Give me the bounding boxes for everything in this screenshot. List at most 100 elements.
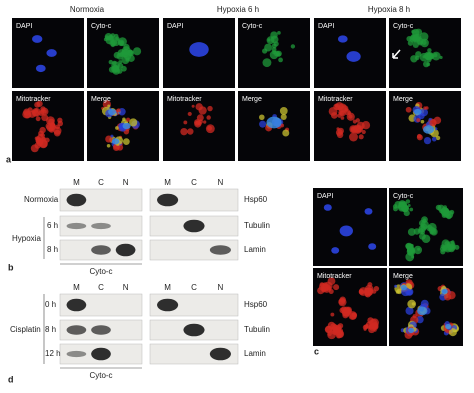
nucleus [445, 323, 452, 330]
band [66, 325, 87, 335]
stain-spot [446, 243, 452, 249]
channel-label: Cyto-c [91, 23, 112, 30]
blot [149, 239, 239, 261]
stain-spot [420, 229, 425, 235]
condition-label: Cisplatin [10, 325, 41, 334]
stain-spot [356, 121, 365, 130]
blot-label: Cyto-c [89, 371, 112, 380]
stain-spot [132, 47, 142, 56]
stain-spot [180, 127, 188, 136]
band [91, 325, 111, 335]
band [66, 193, 87, 207]
nucleus [423, 125, 435, 134]
nucleus [368, 243, 377, 250]
time-label: 6 h [47, 221, 58, 230]
stain-spot [373, 285, 380, 292]
stain-spot [46, 116, 55, 126]
lane-label: C [191, 178, 197, 187]
band [183, 219, 205, 233]
nucleus [46, 49, 57, 57]
stain-spot [262, 58, 272, 68]
lane-label: M [73, 178, 80, 187]
stain-spot [368, 292, 372, 296]
stain-spot [122, 138, 130, 145]
nucleus [414, 109, 422, 115]
stain-spot [105, 135, 113, 143]
lane-label: N [218, 283, 224, 292]
stain-spot [393, 206, 399, 212]
band [157, 298, 179, 312]
stain-spot [108, 59, 113, 65]
nucleus [417, 306, 428, 316]
stain-spot [412, 34, 419, 41]
stain-spot [361, 129, 366, 135]
condition-label: Hypoxia [12, 234, 41, 243]
stain-spot [205, 124, 215, 134]
stain-spot [113, 51, 121, 59]
time-label: 8 h [47, 245, 58, 254]
stain-spot [109, 35, 114, 41]
band [183, 323, 205, 337]
stain-spot [367, 317, 374, 324]
channel-label: Merge [393, 96, 413, 103]
stain-spot [191, 104, 195, 108]
stain-spot [414, 55, 420, 61]
stain-spot [340, 116, 345, 120]
stain-spot [115, 126, 119, 130]
stain-spot [406, 36, 412, 42]
stain-spot [365, 325, 369, 329]
band [209, 245, 231, 255]
stain-spot [57, 120, 64, 127]
stain-spot [330, 312, 335, 317]
stain-spot [407, 40, 414, 46]
channel-label: Merge [242, 96, 262, 103]
stain-spot [203, 120, 207, 124]
channel-label: Cyto-c [393, 23, 414, 30]
stain-spot [290, 44, 296, 49]
stain-spot [116, 108, 121, 113]
nucleus [400, 284, 407, 291]
stain-spot [35, 116, 41, 122]
band [115, 243, 136, 257]
stain-spot [108, 66, 116, 73]
channel-label: DAPI [318, 23, 334, 30]
lane-label: M [164, 178, 171, 187]
stain-spot [207, 105, 213, 112]
stain-spot [416, 134, 423, 141]
stain-spot [273, 50, 280, 57]
stain-spot [420, 299, 429, 308]
stain-spot [282, 129, 290, 137]
marker-label: Tubulin [244, 221, 270, 230]
stain-spot [198, 119, 203, 124]
channel-label: Mitotracker [167, 96, 202, 103]
stain-spot [348, 132, 358, 142]
lane-label: N [218, 178, 224, 187]
stain-spot [23, 111, 32, 119]
stain-spot [418, 232, 426, 240]
marker-label: Tubulin [244, 325, 270, 334]
stain-spot [409, 207, 414, 212]
stain-spot [420, 119, 425, 124]
stain-spot [129, 118, 138, 127]
stain-spot [367, 282, 373, 288]
group-title: Normoxia [70, 5, 105, 14]
stain-spot [340, 105, 349, 113]
stain-spot [359, 289, 364, 294]
stain-spot [195, 120, 200, 125]
band [66, 350, 87, 358]
band [66, 298, 87, 312]
panel-label: a [6, 154, 12, 164]
nucleus [408, 327, 415, 334]
stain-spot [112, 60, 117, 66]
stain-spot [411, 255, 415, 259]
lane-label: N [123, 178, 129, 187]
stain-spot [38, 130, 44, 137]
stain-spot [427, 222, 437, 232]
blot-label: Cyto-c [89, 267, 112, 276]
band [66, 222, 87, 230]
stain-spot [195, 103, 203, 111]
stain-spot [34, 101, 41, 108]
nucleus [337, 35, 348, 43]
stain-spot [405, 106, 412, 113]
